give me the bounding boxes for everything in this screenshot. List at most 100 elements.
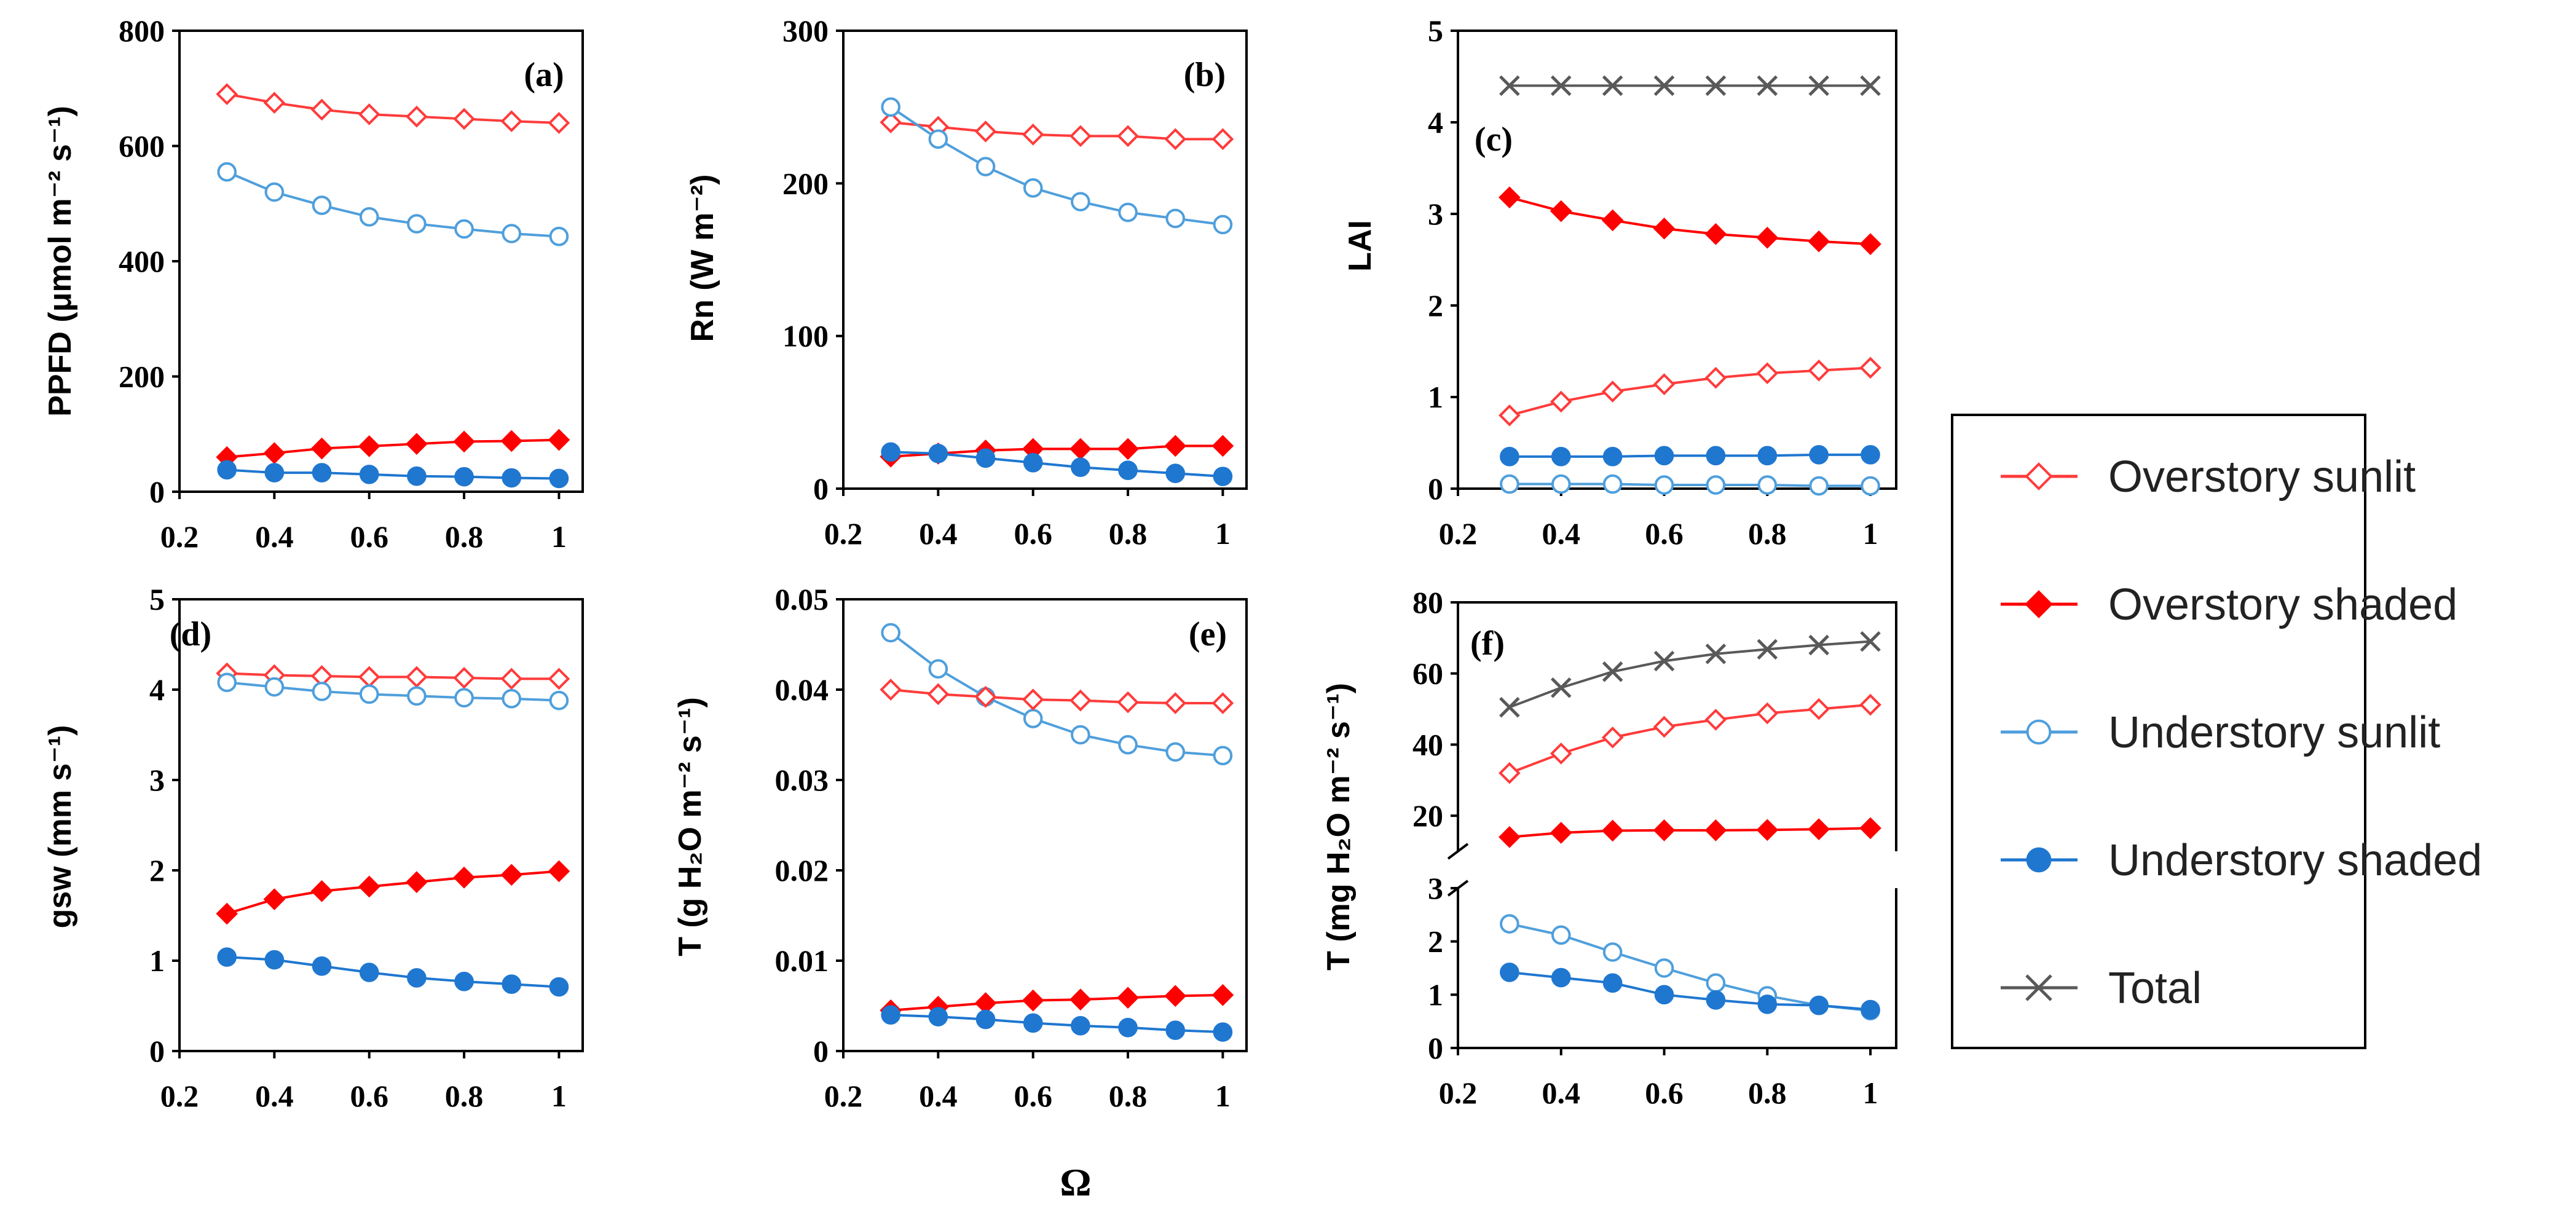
legend-marker bbox=[2025, 974, 2052, 1001]
series-understory_sunlit bbox=[881, 623, 1233, 766]
data-point bbox=[1499, 186, 1521, 209]
data-point bbox=[500, 430, 523, 452]
data-point bbox=[1704, 819, 1727, 841]
x-tick-label: 1 bbox=[1863, 516, 1878, 551]
data-point bbox=[1809, 445, 1829, 465]
y-axis-label: T (mg H₂O m⁻² s⁻¹) bbox=[1321, 683, 1357, 971]
data-point bbox=[549, 977, 569, 997]
data-point bbox=[1213, 1022, 1233, 1042]
series-overstory_shaded bbox=[216, 860, 570, 925]
data-point bbox=[310, 437, 333, 460]
y-axis-label: LAI bbox=[1342, 220, 1378, 272]
x-tick-label: 0.8 bbox=[1109, 1079, 1148, 1113]
data-point bbox=[1757, 446, 1778, 466]
data-point bbox=[264, 182, 285, 202]
data-point bbox=[453, 108, 475, 130]
x-tick-label: 1 bbox=[1863, 1076, 1878, 1110]
data-point bbox=[1756, 226, 1779, 249]
data-point bbox=[407, 968, 427, 988]
axes-frame bbox=[1457, 30, 1897, 490]
data-point bbox=[1022, 124, 1044, 146]
data-point bbox=[1550, 75, 1572, 96]
data-point bbox=[217, 947, 237, 967]
panel-label: (a) bbox=[524, 56, 564, 94]
y-tick-label: 3 bbox=[1428, 197, 1443, 231]
y-tick-label: 5 bbox=[149, 582, 165, 616]
data-point bbox=[880, 111, 902, 133]
data-point bbox=[1757, 639, 1778, 660]
data-point bbox=[1023, 1013, 1043, 1033]
x-axis-title: Ω bbox=[1060, 1160, 1091, 1204]
panel-label: (b) bbox=[1184, 56, 1226, 94]
series-understory_shaded bbox=[881, 1005, 1233, 1042]
data-point bbox=[1069, 689, 1092, 712]
data-point bbox=[1706, 990, 1726, 1010]
data-point bbox=[549, 468, 569, 489]
data-point bbox=[1500, 963, 1519, 982]
data-point bbox=[1165, 742, 1186, 762]
data-point bbox=[1069, 438, 1092, 460]
data-point bbox=[1808, 818, 1830, 840]
axes-frame bbox=[178, 30, 584, 493]
data-point bbox=[359, 684, 379, 704]
panel-label: (e) bbox=[1189, 615, 1227, 653]
x-tick-label: 0.2 bbox=[824, 516, 863, 551]
y-tick-label: 1 bbox=[1428, 977, 1443, 1012]
series-understory_shaded bbox=[217, 460, 569, 489]
data-point bbox=[1808, 634, 1829, 656]
x-tick-label: 0.4 bbox=[1542, 516, 1581, 551]
data-point bbox=[1602, 942, 1623, 962]
data-point bbox=[1023, 178, 1043, 198]
data-point bbox=[1211, 984, 1234, 1006]
y-tick-label: 20 bbox=[1412, 798, 1443, 833]
legend-marker bbox=[2025, 590, 2053, 618]
x-tick-label: 0.8 bbox=[1748, 516, 1787, 551]
data-point bbox=[548, 668, 570, 690]
data-point bbox=[1859, 356, 1881, 379]
data-point bbox=[454, 219, 474, 239]
data-point bbox=[1022, 688, 1044, 711]
data-point bbox=[1653, 650, 1675, 672]
data-point bbox=[1654, 958, 1674, 978]
x-tick-label: 1 bbox=[551, 1079, 567, 1113]
data-point bbox=[881, 97, 900, 117]
series-understory_shaded bbox=[217, 947, 569, 997]
data-point bbox=[1859, 233, 1881, 255]
data-point bbox=[1601, 209, 1624, 232]
series-overstory_shaded bbox=[216, 428, 570, 468]
legend-item-overstory_shaded: Overstory shaded bbox=[2001, 580, 2457, 629]
data-point bbox=[358, 435, 380, 457]
y-tick-label: 1 bbox=[149, 943, 165, 978]
data-point bbox=[1757, 475, 1778, 495]
data-point bbox=[1653, 819, 1676, 841]
legend-item-overstory_sunlit: Overstory sunlit bbox=[2001, 452, 2416, 502]
data-point bbox=[263, 888, 286, 910]
data-point bbox=[881, 623, 900, 643]
x-tick-label: 0.2 bbox=[160, 519, 199, 554]
data-point bbox=[312, 956, 332, 976]
y-tick-label: 200 bbox=[119, 360, 165, 394]
data-point bbox=[1071, 725, 1090, 745]
data-point bbox=[1706, 446, 1726, 466]
data-point bbox=[1602, 661, 1623, 682]
data-point bbox=[502, 224, 522, 243]
series-understory_shaded bbox=[1500, 445, 1880, 467]
data-point bbox=[881, 442, 900, 462]
data-point bbox=[548, 112, 570, 134]
data-point bbox=[1809, 476, 1829, 496]
y-tick-label: 4 bbox=[1428, 105, 1443, 140]
x-tick-label: 1 bbox=[1215, 1079, 1231, 1113]
data-point bbox=[1602, 75, 1623, 96]
series-understory_sunlit bbox=[1500, 474, 1880, 496]
y-tick-label: 4 bbox=[149, 672, 165, 707]
data-point bbox=[407, 686, 427, 706]
data-point bbox=[216, 902, 238, 925]
data-point bbox=[1860, 631, 1881, 652]
data-point bbox=[1165, 1020, 1186, 1040]
axes-frame bbox=[842, 598, 1248, 1052]
data-point bbox=[549, 690, 569, 711]
data-point bbox=[1213, 215, 1233, 235]
data-point bbox=[502, 974, 522, 994]
data-point bbox=[1861, 476, 1880, 496]
